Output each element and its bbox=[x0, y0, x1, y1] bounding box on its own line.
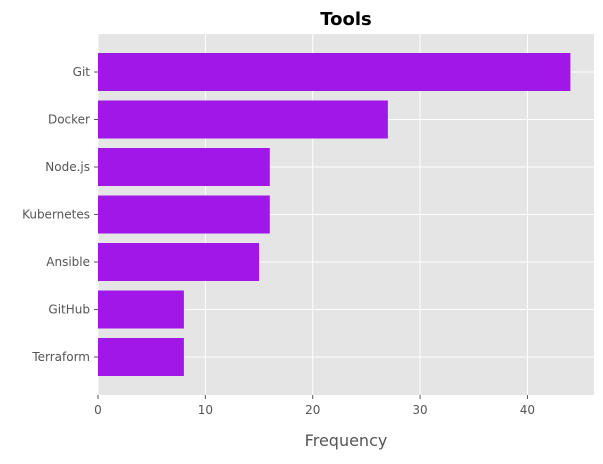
bars bbox=[98, 53, 571, 376]
chart-title: Tools bbox=[320, 9, 372, 30]
y-tick-label: Node.js bbox=[45, 160, 90, 174]
y-tick-label: Git bbox=[73, 65, 91, 79]
bar-github bbox=[98, 290, 184, 329]
bar-terraform bbox=[98, 338, 184, 376]
x-tick-label: 10 bbox=[198, 403, 213, 417]
y-tick-label: Docker bbox=[48, 113, 90, 127]
bar-node-js bbox=[98, 148, 270, 186]
x-axis-ticks: 0 10 20 30 40 bbox=[94, 395, 535, 417]
bar-ansible bbox=[98, 243, 260, 281]
y-axis-ticks: Git Docker Node.js Kubernetes Ansible GitHub T… bbox=[22, 65, 98, 364]
x-tick-label: 0 bbox=[94, 403, 102, 417]
bar-docker bbox=[98, 100, 388, 139]
y-tick-label: Terraform bbox=[31, 350, 90, 364]
bar-kubernetes bbox=[98, 195, 270, 234]
x-axis-label: Frequency bbox=[305, 431, 388, 450]
y-tick-label: Ansible bbox=[46, 255, 90, 269]
x-tick-label: 20 bbox=[305, 403, 320, 417]
x-tick-label: 30 bbox=[412, 403, 427, 417]
y-tick-label: Kubernetes bbox=[22, 208, 90, 222]
y-tick-label: GitHub bbox=[48, 303, 90, 317]
bar-git bbox=[98, 53, 571, 91]
x-tick-label: 40 bbox=[520, 403, 535, 417]
